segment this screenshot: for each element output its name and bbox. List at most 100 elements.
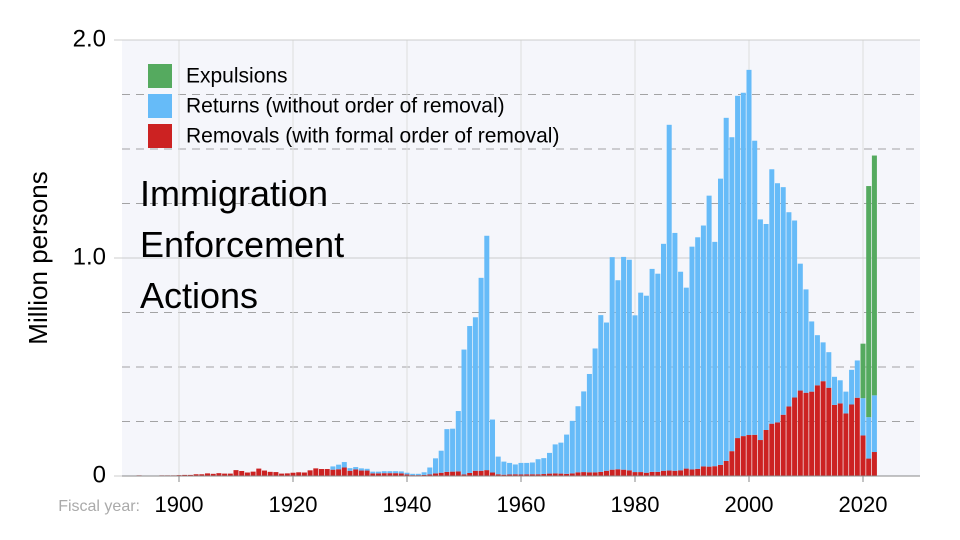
bar-segment: [581, 472, 587, 476]
bar-segment: [632, 472, 638, 476]
bar-segment: [267, 471, 273, 476]
bar-segment: [792, 220, 798, 398]
bar-segment: [330, 466, 336, 470]
bar-segment: [478, 277, 484, 471]
bar-segment: [586, 373, 592, 473]
bar-segment: [746, 69, 752, 436]
bar-segment: [564, 473, 570, 476]
bar-segment: [341, 467, 347, 476]
bar-segment: [803, 392, 809, 476]
bar-segment: [689, 469, 695, 476]
bar-segment: [774, 183, 781, 423]
bar-segment: [603, 470, 610, 476]
bar-segment: [284, 473, 290, 476]
bar-segment: [461, 474, 467, 476]
bar-segment: [786, 212, 792, 407]
bar-segment: [387, 473, 393, 476]
bar-segment: [723, 460, 729, 476]
bar-segment: [849, 369, 855, 405]
bar-segment: [569, 473, 575, 476]
x-tick-label: 1940: [383, 492, 432, 517]
bar-segment: [769, 423, 775, 476]
bar-segment: [837, 403, 843, 476]
legend-label: Returns (without order of removal): [186, 95, 505, 118]
bar-segment: [484, 470, 490, 476]
bar-segment: [831, 376, 838, 405]
bar-segment: [450, 428, 456, 472]
bar-segment: [387, 471, 393, 474]
bar-segment: [575, 406, 581, 473]
bar-segment: [421, 472, 427, 475]
bar-segment: [358, 470, 364, 476]
x-tick-label: 2020: [839, 492, 888, 517]
bar-segment: [797, 390, 803, 476]
bar-segment: [393, 473, 399, 476]
bar-segment: [792, 397, 798, 476]
bar-segment: [279, 473, 285, 476]
bar-segment: [820, 342, 826, 382]
bar-segment: [706, 466, 712, 476]
bar-segment: [735, 438, 741, 476]
bar-segment: [222, 473, 228, 476]
bar-segment: [233, 470, 239, 476]
bar-segment: [227, 473, 233, 476]
bar-segment: [860, 343, 866, 399]
bar-segment: [609, 469, 615, 476]
bar-segment: [398, 471, 404, 474]
bar-segment: [444, 429, 450, 472]
bar-segment: [427, 467, 433, 475]
bar-segment: [592, 472, 598, 476]
bar-segment: [518, 462, 524, 475]
bar-segment: [455, 411, 461, 472]
bar-segment: [432, 458, 439, 474]
bar-segment: [507, 462, 513, 475]
x-tick-label: 1980: [611, 492, 660, 517]
bar-segment: [375, 471, 382, 474]
legend-swatch: [148, 94, 172, 118]
bar-segment: [712, 241, 718, 467]
bar-segment: [507, 474, 513, 476]
bar-segment: [324, 469, 330, 476]
bar-segment: [461, 349, 467, 475]
bar-segment: [706, 195, 712, 467]
bar-segment: [609, 257, 615, 470]
bar-segment: [586, 472, 592, 476]
bar-segment: [193, 474, 199, 476]
bar-segment: [512, 464, 518, 475]
bar-segment: [712, 466, 718, 476]
bar-segment: [501, 474, 507, 476]
bar-segment: [638, 292, 644, 473]
bar-segment: [769, 169, 775, 424]
bar-segment: [546, 452, 553, 474]
bar-segment: [649, 268, 655, 472]
bar-segment: [854, 360, 860, 398]
bar-segment: [204, 473, 211, 476]
bar-segment: [552, 473, 558, 476]
bar-segment: [757, 440, 763, 476]
bar-segment: [558, 473, 564, 476]
legend-swatch: [148, 124, 172, 148]
bar-segment: [518, 474, 524, 476]
bar-segment: [364, 470, 370, 476]
chart-title: Immigration Enforcement Actions: [140, 173, 345, 316]
bar-segment: [341, 462, 347, 468]
bar-segment: [398, 473, 404, 476]
bar-segment: [860, 398, 866, 436]
bar-segment: [290, 472, 296, 476]
bar-segment: [404, 472, 410, 475]
bar-segment: [455, 471, 461, 476]
bar-segment: [410, 473, 416, 476]
bar-segment: [871, 155, 877, 396]
legend-label: Expulsions: [186, 65, 288, 88]
bar-segment: [871, 395, 877, 453]
bar-segment: [683, 287, 689, 469]
bar-segment: [774, 422, 781, 476]
bar-segment: [598, 315, 604, 472]
bar-segment: [535, 459, 541, 475]
bar-segment: [626, 259, 632, 471]
bar-segment: [347, 468, 353, 471]
bar-segment: [575, 472, 581, 476]
bar-segment: [216, 473, 222, 476]
bar-segment: [495, 456, 501, 475]
